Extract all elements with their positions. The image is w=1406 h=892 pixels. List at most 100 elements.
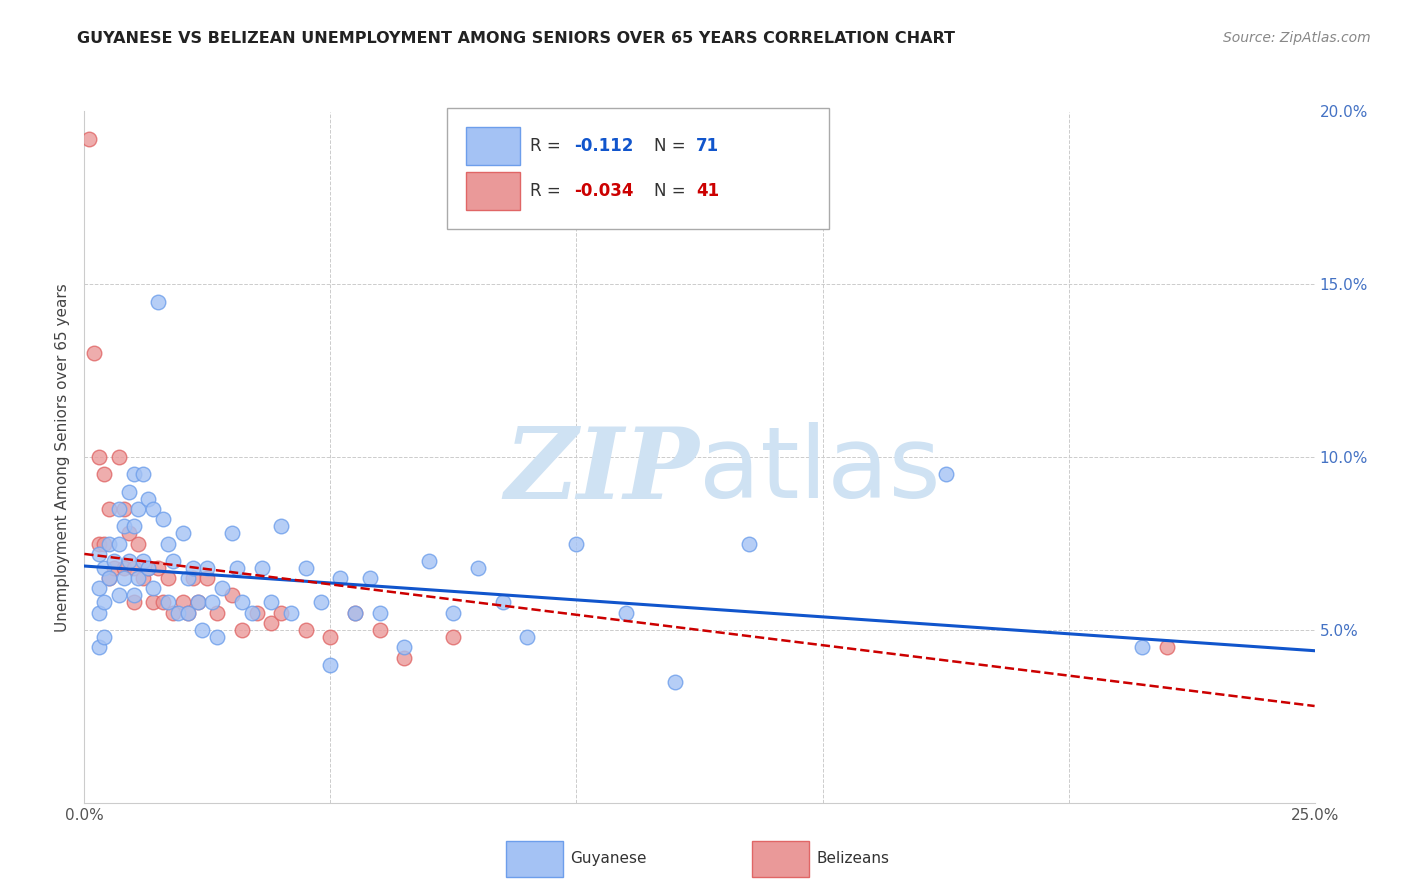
Point xyxy=(207,606,229,620)
Point xyxy=(142,582,165,596)
Point xyxy=(246,606,269,620)
Point xyxy=(443,630,465,644)
Point xyxy=(295,561,318,575)
Point xyxy=(128,571,150,585)
Point xyxy=(231,595,253,609)
Point xyxy=(181,571,204,585)
Point xyxy=(280,606,302,620)
Text: ZIP: ZIP xyxy=(505,423,700,519)
Point xyxy=(211,582,233,596)
Point xyxy=(138,561,160,575)
Point xyxy=(166,606,188,620)
Point xyxy=(118,526,141,541)
Point xyxy=(152,595,174,609)
Point xyxy=(152,512,174,526)
Text: atlas: atlas xyxy=(700,423,941,519)
Point xyxy=(368,606,391,620)
Point xyxy=(186,595,209,609)
Point xyxy=(108,589,131,603)
Point xyxy=(225,561,249,575)
Y-axis label: Unemployment Among Seniors over 65 years: Unemployment Among Seniors over 65 years xyxy=(55,283,70,632)
Point xyxy=(98,502,120,516)
Point xyxy=(394,640,416,655)
Point xyxy=(112,561,135,575)
Point xyxy=(87,450,111,464)
Point xyxy=(221,526,243,541)
FancyBboxPatch shape xyxy=(506,841,562,877)
Point xyxy=(157,536,180,550)
Point xyxy=(319,630,342,644)
Point xyxy=(240,606,263,620)
Point xyxy=(112,571,135,585)
Point xyxy=(516,630,538,644)
Point xyxy=(79,132,101,146)
Point xyxy=(172,595,194,609)
Point xyxy=(177,571,200,585)
Point xyxy=(118,554,141,568)
Point xyxy=(1156,640,1178,655)
Point xyxy=(87,582,111,596)
Point xyxy=(260,595,283,609)
Point xyxy=(108,450,131,464)
Point xyxy=(93,467,115,482)
Point xyxy=(93,561,115,575)
Point xyxy=(132,467,155,482)
Text: 71: 71 xyxy=(696,137,718,155)
Point xyxy=(565,536,588,550)
Point xyxy=(197,571,219,585)
Point xyxy=(186,595,209,609)
Point xyxy=(148,561,170,575)
Point xyxy=(1130,640,1153,655)
Text: -0.112: -0.112 xyxy=(574,137,633,155)
Point xyxy=(122,561,145,575)
Point xyxy=(98,571,120,585)
Point xyxy=(148,294,170,309)
Point xyxy=(344,606,367,620)
FancyBboxPatch shape xyxy=(752,841,808,877)
Point xyxy=(177,606,200,620)
Point xyxy=(157,571,180,585)
Point xyxy=(295,623,318,637)
Point xyxy=(162,554,184,568)
Point xyxy=(138,491,160,506)
Point xyxy=(614,606,637,620)
Point xyxy=(418,554,440,568)
Point xyxy=(344,606,367,620)
Text: N =: N = xyxy=(654,182,690,200)
FancyBboxPatch shape xyxy=(465,127,520,165)
FancyBboxPatch shape xyxy=(465,171,520,211)
Point xyxy=(359,571,381,585)
Point xyxy=(260,615,283,630)
Point xyxy=(112,519,135,533)
Point xyxy=(492,595,515,609)
Point xyxy=(162,606,184,620)
Point xyxy=(87,640,111,655)
Point xyxy=(142,502,165,516)
Point xyxy=(118,484,141,499)
Point xyxy=(664,674,686,689)
Point xyxy=(467,561,489,575)
Point xyxy=(181,561,204,575)
Point xyxy=(368,623,391,637)
Point xyxy=(128,502,150,516)
Point xyxy=(103,561,125,575)
Point xyxy=(108,536,131,550)
Text: R =: R = xyxy=(530,137,565,155)
Point xyxy=(122,519,145,533)
Point xyxy=(87,536,111,550)
Point xyxy=(103,554,125,568)
Point xyxy=(172,526,194,541)
Point xyxy=(221,589,243,603)
Point xyxy=(132,554,155,568)
Point xyxy=(309,595,332,609)
Point xyxy=(231,623,253,637)
Point xyxy=(177,606,200,620)
Point xyxy=(132,571,155,585)
Point xyxy=(443,606,465,620)
Point xyxy=(87,606,111,620)
Point xyxy=(201,595,224,609)
Point xyxy=(394,650,416,665)
Point xyxy=(935,467,957,482)
Point xyxy=(93,536,115,550)
Point xyxy=(98,571,120,585)
